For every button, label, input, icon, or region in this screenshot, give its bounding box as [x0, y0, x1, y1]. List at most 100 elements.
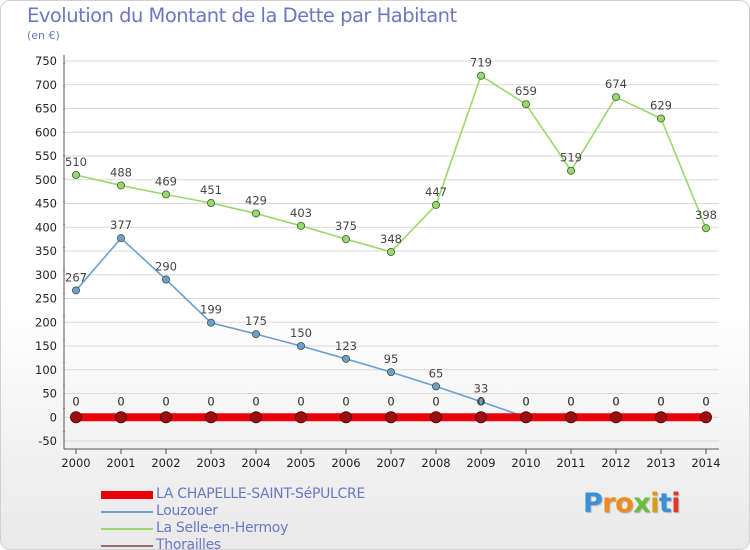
data-label: 0 — [657, 394, 664, 408]
x-tick-label: 2001 — [106, 456, 135, 470]
x-tick-label: 2005 — [286, 456, 315, 470]
x-tick-label: 2004 — [241, 456, 270, 470]
data-label: 0 — [207, 394, 214, 408]
data-point — [341, 354, 350, 363]
data-point — [700, 411, 712, 424]
data-label: 0 — [117, 394, 124, 408]
data-label: 674 — [605, 77, 627, 91]
x-tick-label: 2009 — [466, 456, 495, 470]
data-point — [295, 411, 307, 424]
x-tick-label: 2008 — [421, 456, 450, 470]
data-label: 398 — [695, 208, 717, 222]
data-point — [565, 411, 577, 424]
data-point — [70, 411, 82, 424]
data-point — [522, 100, 531, 109]
data-label: 0 — [612, 394, 619, 408]
data-point — [161, 275, 170, 284]
y-tick-label: -50 — [38, 434, 57, 448]
data-point — [702, 224, 711, 233]
data-label: 199 — [200, 303, 222, 317]
data-label: 377 — [110, 218, 132, 232]
data-label: 0 — [72, 394, 79, 408]
data-point — [161, 190, 170, 199]
data-label: 451 — [200, 183, 222, 197]
data-point — [612, 93, 621, 102]
logo-letter: P — [583, 488, 603, 519]
data-label: 95 — [384, 352, 399, 366]
x-tick-label: 2013 — [646, 456, 675, 470]
data-label: 0 — [702, 394, 709, 408]
data-point — [72, 170, 81, 179]
data-point — [340, 411, 352, 424]
data-label: 447 — [425, 185, 447, 199]
data-label: 0 — [432, 394, 439, 408]
legend-label: La Selle-en-Hermoy — [156, 520, 289, 536]
logo-letter: t — [658, 488, 672, 519]
data-point — [476, 71, 485, 80]
x-tick-label: 2000 — [61, 456, 90, 470]
data-label: 0 — [207, 394, 214, 408]
data-label: 429 — [245, 193, 267, 207]
data-point — [296, 341, 305, 350]
data-point — [476, 397, 485, 406]
data-point — [72, 286, 81, 295]
y-tick-label: 700 — [35, 78, 57, 92]
data-label: 0 — [342, 394, 349, 408]
x-tick-label: 2003 — [196, 456, 225, 470]
data-label: 0 — [702, 394, 709, 408]
x-tick-label: 2006 — [331, 456, 360, 470]
data-point — [341, 235, 350, 244]
data-label: 0 — [432, 394, 439, 408]
data-point — [385, 411, 397, 424]
data-label: 0 — [387, 394, 394, 408]
data-point — [610, 411, 622, 424]
legend-label: Thorailles — [156, 537, 221, 550]
y-tick-label: 200 — [35, 315, 57, 329]
data-label: 403 — [290, 206, 312, 220]
y-tick-label: 150 — [35, 339, 57, 353]
series-line — [75, 74, 707, 253]
y-tick-label: 300 — [35, 268, 57, 282]
y-tick-label: 100 — [35, 363, 57, 377]
x-tick-label: 2010 — [511, 456, 540, 470]
y-tick-label: 50 — [42, 387, 57, 401]
y-tick-label: 400 — [35, 220, 57, 234]
data-label: 150 — [290, 326, 312, 340]
data-label: 719 — [470, 56, 492, 70]
data-point — [655, 411, 667, 424]
data-point — [475, 411, 487, 424]
data-label: 469 — [155, 174, 177, 188]
logo-letter: i — [650, 488, 659, 519]
data-label: 65 — [429, 366, 444, 380]
x-tick-label: 2014 — [691, 456, 720, 470]
legend-swatch — [101, 511, 153, 513]
x-tick-label: 2011 — [556, 456, 585, 470]
y-tick-label: 750 — [35, 54, 57, 68]
data-labels: 510 488 469 451 429 403 375 348 447 719 659 519 674 6… — [65, 56, 717, 409]
data-label: 0 — [612, 394, 619, 408]
data-label: 0 — [702, 394, 709, 408]
legend-swatch — [101, 491, 153, 499]
data-label: 0 — [297, 394, 304, 408]
logo-letter: o — [615, 488, 634, 519]
data-label: 0 — [522, 394, 529, 408]
y-tick-label: 450 — [35, 197, 57, 211]
y-tick-label: 650 — [35, 102, 57, 116]
data-point — [386, 247, 395, 256]
data-label: 659 — [515, 84, 537, 98]
data-label: 0 — [252, 394, 259, 408]
data-label: 175 — [245, 314, 267, 328]
data-point — [296, 221, 305, 230]
data-point — [251, 209, 260, 218]
data-point — [431, 382, 440, 391]
chart-unit-label: (en €) — [27, 29, 60, 42]
data-label: 0 — [387, 394, 394, 408]
data-point — [160, 411, 172, 424]
data-label: 0 — [567, 394, 574, 408]
data-label: 0 — [252, 394, 259, 408]
data-point — [206, 318, 215, 327]
axes: -50 0 50 100 150 200 250 300 350 400 450 500 550 600 6… — [35, 54, 721, 470]
data-label: 510 — [65, 155, 87, 169]
